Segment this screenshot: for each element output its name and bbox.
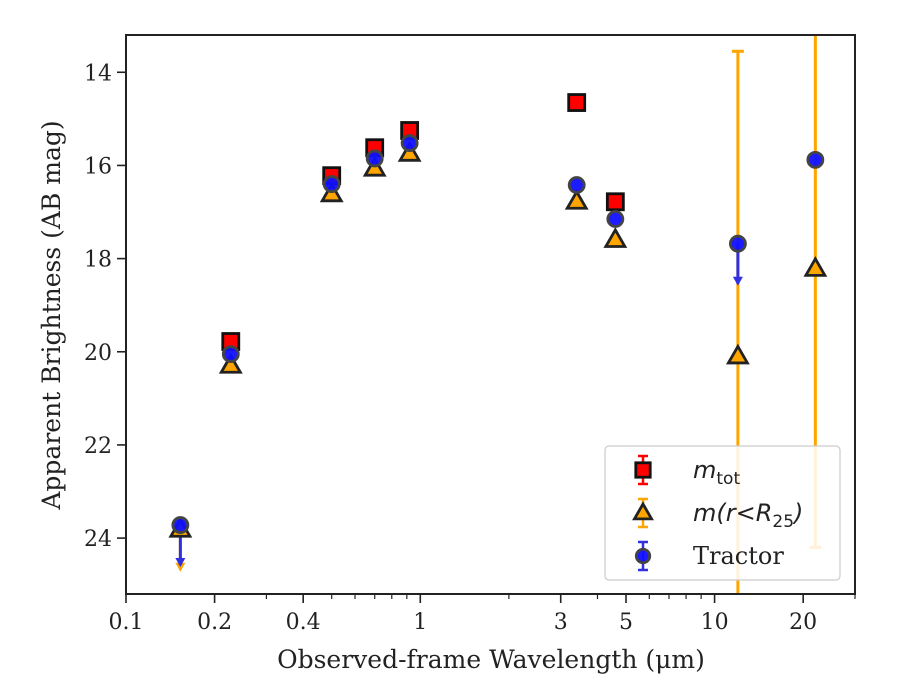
x-tick-label: 0.1 [109,610,144,635]
y-tick-label: 24 [84,527,112,552]
marker-circle [634,547,652,565]
y-tick-label: 14 [84,61,112,86]
marker-triangle [397,140,422,162]
marker-circle [728,234,747,253]
marker-square [567,93,587,112]
marker-circle [606,210,625,228]
marker-square [605,192,625,212]
marker-square [634,461,652,479]
marker-circle [322,175,341,193]
upper-limit-arrow-head [175,562,186,572]
plot-frame [125,34,856,595]
marker-triangle [725,343,750,365]
y-tick-label: 16 [84,154,112,179]
marker-circle [365,149,384,168]
x-tick-label: 1 [413,610,427,635]
x-tick-label: 3 [554,610,568,635]
marker-circle [171,516,190,534]
upper-limit-arrow-head [175,558,186,568]
marker-circle [567,176,586,194]
legend-entry-label: Tractor [693,542,784,570]
upper-limit-arrow-head [732,276,743,286]
x-tick-label: 0.2 [197,610,232,635]
y-tick-label: 18 [84,248,112,273]
marker-triangle [803,256,828,277]
legend-entry-label: mtot [693,456,740,489]
marker-triangle [603,227,628,248]
legend-box [604,445,841,581]
marker-circle [400,134,419,152]
marker-circle [806,150,825,169]
marker-circle [221,345,240,363]
x-axis-label: Observed-frame Wavelength (μm) [277,645,705,674]
x-tick-label: 0.4 [286,610,321,635]
x-tick-label: 5 [619,610,633,635]
legend-entry-label: m(r<R25) [693,499,803,532]
marker-triangle [564,188,589,210]
y-tick-label: 22 [84,434,112,459]
x-tick-label: 10 [701,610,729,635]
marker-triangle [632,501,654,521]
x-tick-label: 20 [789,610,817,635]
y-axis-label: Apparent Brightness (AB mag) [37,120,66,510]
y-tick-label: 20 [84,341,112,366]
marker-triangle [218,352,243,374]
